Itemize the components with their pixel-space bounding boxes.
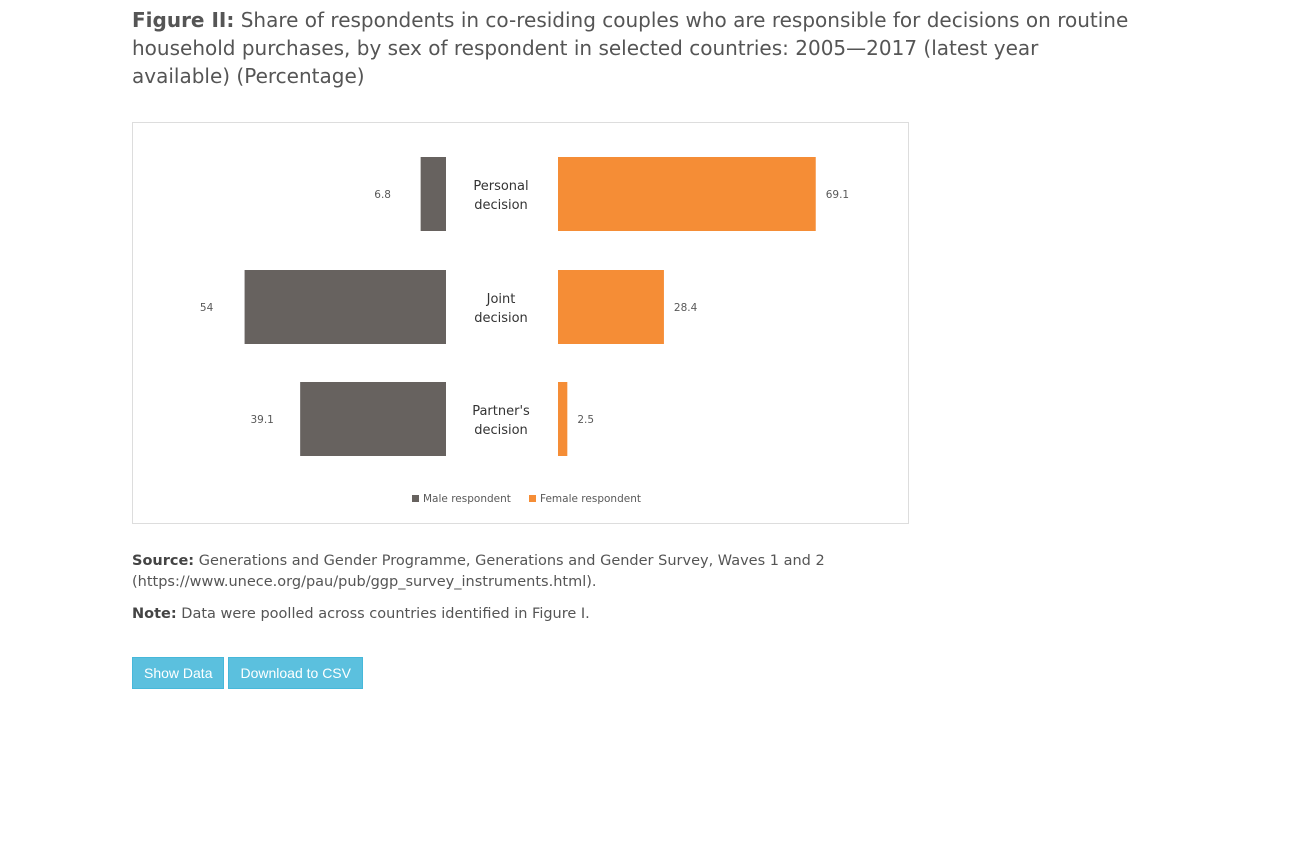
female-bar [558, 157, 816, 231]
figure-label: Figure II: [132, 8, 235, 32]
note-text: Data were poolled across countries ident… [181, 606, 590, 622]
female-bar [558, 270, 664, 344]
category-label: Joint [486, 292, 516, 307]
male-value-label: 54 [200, 302, 214, 314]
female-value-label: 2.5 [577, 414, 594, 426]
figure-title-text: Share of respondents in co-residing coup… [132, 8, 1129, 88]
note-label: Note: [132, 606, 177, 622]
source-label: Source: [132, 553, 195, 569]
figure-notes: Source: Generations and Gender Programme… [132, 551, 832, 636]
source-text: Generations and Gender Programme, Genera… [132, 553, 825, 590]
legend-label-female: Female respondent [540, 493, 641, 505]
note-paragraph: Note: Data were poolled across countries… [132, 604, 832, 625]
figure-header: Figure II: Share of respondents in co-re… [132, 6, 1132, 90]
category-label: decision [474, 423, 528, 438]
legend-swatch-female [529, 495, 536, 502]
category-label: Partner's [472, 404, 530, 419]
download-csv-button[interactable]: Download to CSV [228, 657, 363, 689]
chart-container: 6.8 69.1 Personal decision 54 28.4 Joint decisi… [132, 122, 909, 524]
male-value-label: 6.8 [374, 189, 391, 201]
female-value-label: 28.4 [674, 302, 698, 314]
male-bar [244, 270, 446, 344]
male-bar [300, 382, 446, 456]
show-data-button[interactable]: Show Data [132, 657, 225, 689]
category-label: decision [474, 198, 528, 213]
butterfly-bar-chart: 6.8 69.1 Personal decision 54 28.4 Joint decisi… [200, 157, 849, 505]
action-buttons: Show Data Download to CSV [132, 657, 363, 689]
figure-title: Figure II: Share of respondents in co-re… [132, 6, 1132, 90]
legend-label-male: Male respondent [423, 493, 511, 505]
category-label: decision [474, 311, 528, 326]
female-bar [558, 382, 568, 456]
legend-swatch-male [412, 495, 419, 502]
female-value-label: 69.1 [826, 189, 849, 201]
male-bar [420, 157, 446, 231]
category-label: Personal [473, 179, 528, 194]
source-paragraph: Source: Generations and Gender Programme… [132, 551, 832, 593]
male-value-label: 39.1 [250, 414, 273, 426]
